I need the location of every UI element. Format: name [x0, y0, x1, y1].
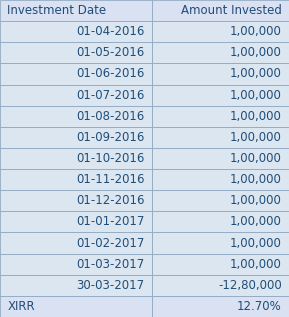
Bar [0, 296, 152, 317]
Bar [0, 254, 152, 275]
Bar [152, 190, 289, 211]
Bar [152, 21, 289, 42]
Bar [152, 211, 289, 232]
Text: 1,00,000: 1,00,000 [230, 131, 282, 144]
Bar [152, 63, 289, 85]
Bar [152, 275, 289, 296]
Text: 01-09-2016: 01-09-2016 [76, 131, 144, 144]
Text: 1,00,000: 1,00,000 [230, 46, 282, 59]
Bar [0, 106, 152, 127]
Bar [152, 0, 289, 21]
Text: 30-03-2017: 30-03-2017 [76, 279, 144, 292]
Text: 1,00,000: 1,00,000 [230, 68, 282, 81]
Text: Investment Date: Investment Date [7, 4, 106, 17]
Bar [0, 42, 152, 63]
Bar [152, 169, 289, 190]
Bar [0, 275, 152, 296]
Text: 01-08-2016: 01-08-2016 [76, 110, 144, 123]
Bar [152, 148, 289, 169]
Text: 01-05-2016: 01-05-2016 [76, 46, 144, 59]
Text: 1,00,000: 1,00,000 [230, 258, 282, 271]
Bar [152, 42, 289, 63]
Text: 01-10-2016: 01-10-2016 [76, 152, 144, 165]
Text: XIRR: XIRR [7, 300, 35, 313]
Text: Amount Invested: Amount Invested [181, 4, 282, 17]
Text: 01-04-2016: 01-04-2016 [76, 25, 144, 38]
Text: 01-02-2017: 01-02-2017 [76, 236, 144, 249]
Bar [152, 106, 289, 127]
Bar [0, 85, 152, 106]
Text: -12,80,000: -12,80,000 [218, 279, 282, 292]
Text: 01-06-2016: 01-06-2016 [76, 68, 144, 81]
Text: 01-07-2016: 01-07-2016 [76, 88, 144, 102]
Text: 12.70%: 12.70% [237, 300, 282, 313]
Text: 1,00,000: 1,00,000 [230, 110, 282, 123]
Text: 01-12-2016: 01-12-2016 [76, 194, 144, 207]
Bar [152, 127, 289, 148]
Bar [152, 232, 289, 254]
Bar [152, 296, 289, 317]
Bar [0, 127, 152, 148]
Bar [0, 190, 152, 211]
Text: 1,00,000: 1,00,000 [230, 215, 282, 229]
Bar [0, 232, 152, 254]
Text: 1,00,000: 1,00,000 [230, 88, 282, 102]
Bar [0, 211, 152, 232]
Bar [0, 0, 152, 21]
Bar [152, 254, 289, 275]
Text: 1,00,000: 1,00,000 [230, 25, 282, 38]
Text: 01-01-2017: 01-01-2017 [76, 215, 144, 229]
Text: 01-03-2017: 01-03-2017 [76, 258, 144, 271]
Bar [0, 169, 152, 190]
Bar [0, 21, 152, 42]
Text: 1,00,000: 1,00,000 [230, 173, 282, 186]
Text: 1,00,000: 1,00,000 [230, 152, 282, 165]
Text: 01-11-2016: 01-11-2016 [76, 173, 144, 186]
Text: 1,00,000: 1,00,000 [230, 194, 282, 207]
Bar [0, 148, 152, 169]
Text: 1,00,000: 1,00,000 [230, 236, 282, 249]
Bar [152, 85, 289, 106]
Bar [0, 63, 152, 85]
